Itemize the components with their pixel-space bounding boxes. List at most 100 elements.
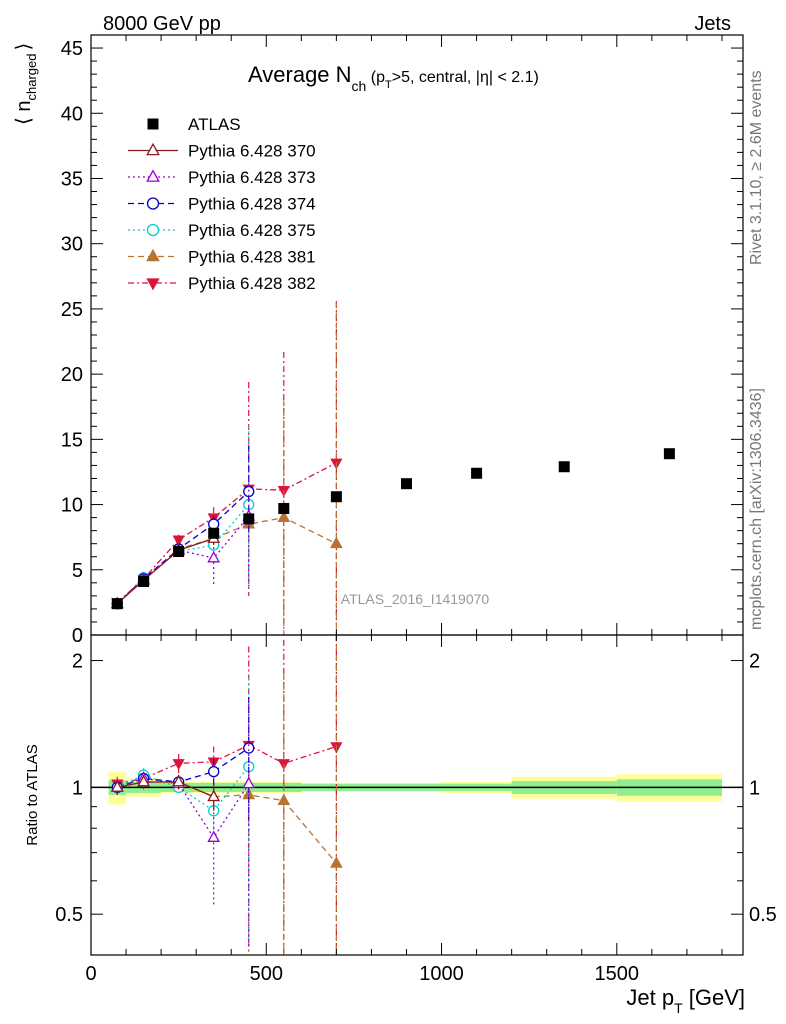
legend-entry: Pythia 6.428 373 [128,168,316,187]
ratio-point [110,780,124,792]
legend-entry: Pythia 6.428 375 [128,221,316,240]
mcplots-label: mcplots.cern.ch [arXiv:1306.3436] [748,388,765,630]
ratio-point [243,742,255,754]
ratio-point [330,856,343,868]
header-left: 8000 GeV pp [103,13,221,35]
main-ylabel-text: ⟨ n [13,101,35,125]
main-point [277,510,291,523]
main-point [400,478,412,490]
legend-label: ATLAS [188,115,241,134]
ratio-yaxis: 0.5 0.5 1 1 2 2 [55,651,777,956]
main-point [172,535,185,547]
legend-marker [146,197,160,210]
ratio-point [242,776,256,789]
legend-entry: Pythia 6.428 381 [128,248,316,267]
main-ytick-label: 0 [72,625,83,647]
ratio-series-pythia-6-428-370 [110,774,221,811]
ratio-xaxis: 0 500 1000 1500 [85,635,723,985]
main-ylabel-close: ⟩ [13,43,35,51]
main-series-line [116,537,214,605]
legend-marker [146,169,160,182]
main-series-pythia-6-428-370 [110,531,221,609]
ratio-point [207,789,221,802]
ratio-series-pythia-6-428-374 [111,696,255,820]
title-sub: ch [352,78,367,94]
main-point [330,536,343,549]
ratio-point [277,793,291,806]
main-point [471,467,483,479]
ratio-ytick-label-right: 2 [749,651,760,673]
main-point [207,550,221,563]
xtick-label: 1500 [595,963,640,985]
main-series-pythia-6-428-375 [111,426,255,610]
main-point [111,598,123,610]
main-ytick-label: 15 [61,429,83,451]
xlabel-unit: [GeV] [683,985,745,1010]
ratio-ylabel: Ratio to ATLAS [24,744,41,845]
main-series-line [116,515,250,605]
legend-marker [146,223,160,237]
ratio-series-pythia-6-428-375 [111,677,255,947]
ratio-ytick-label-left: 2 [72,651,83,673]
legend: ATLAS Pythia 6.428 370 Pythia 6.428 373 Pyt… [128,115,316,293]
legend-label: Pythia 6.428 381 [188,248,316,267]
main-series-pythia-6-428-373 [110,444,256,609]
main-ytick-label: 20 [61,364,83,386]
ratio-plot: 0.5 0.5 1 1 2 2 0 500 1000 1500 [55,634,777,985]
main-point [243,513,255,525]
main-ytick-label: 5 [72,560,83,582]
main-xaxis [90,35,723,635]
title-sub2: T [385,79,392,91]
legend-label: Pythia 6.428 374 [188,195,316,214]
main-point [173,546,185,558]
main-point [208,518,220,530]
legend-entry: Pythia 6.428 370 [128,142,316,161]
ratio-point [172,774,185,787]
xlabel-main: Jet p [626,985,674,1010]
legend-entry: ATLAS [147,115,241,134]
legend-label: Pythia 6.428 370 [188,142,316,161]
ratio-point [208,765,220,778]
main-ylabel: ⟨ ncharged ⟩ [13,43,39,125]
main-ytick-label: 35 [61,168,83,190]
ratio-series-line [117,781,214,798]
ratio-ytick-label-left: 0.5 [55,904,83,926]
main-plot: 0 5 10 15 20 25 30 35 40 45 [61,34,744,647]
main-series-atlas [111,448,675,610]
xtick-label: 500 [250,963,283,985]
title-main: Average N [248,62,352,87]
main-yaxis: 0 5 10 15 20 25 30 35 40 45 [61,34,743,647]
title-rest1: (p [366,69,385,86]
main-ytick-label: 40 [61,103,83,125]
ratio-ytick-label-right: 1 [749,777,760,799]
xtick-label: 0 [85,963,96,985]
xaxis-label: Jet pT [GeV] [626,985,745,1016]
ratio-point [137,774,150,787]
rivet-label: Rivet 3.1.10, ≥ 2.6M events [748,70,765,265]
watermark: ATLAS_2016_I1419070 [341,591,490,607]
header-right: Jets [694,13,731,35]
main-point [138,576,150,588]
legend-entry: Pythia 6.428 382 [128,274,316,293]
main-point [663,448,675,460]
main-point [330,491,342,503]
xlabel-sub: T [674,1000,683,1016]
main-ytick-label: 45 [61,38,83,60]
ratio-plot-frame [90,634,744,956]
main-ytick-label: 25 [61,299,83,321]
svg-text:⟨ ncharged⟩: ⟨ ncharged ⟩ [13,43,39,125]
legend-marker [146,142,160,156]
main-point [558,461,570,473]
main-title: Average Nch (pT>5, central, |η| < 2.1) [248,62,539,94]
ratio-point [172,759,185,771]
xtick-label: 1000 [419,963,464,985]
legend-marker [146,248,160,262]
ratio-series-pythia-6-428-373 [110,699,256,947]
title-rest2: >5, central, |η| < 2.1) [392,69,539,86]
main-ytick-label: 30 [61,234,83,256]
legend-marker [147,118,159,130]
main-plot-content [110,301,675,635]
ratio-plot-content [91,635,743,955]
ratio-ytick-label-left: 1 [72,777,83,799]
